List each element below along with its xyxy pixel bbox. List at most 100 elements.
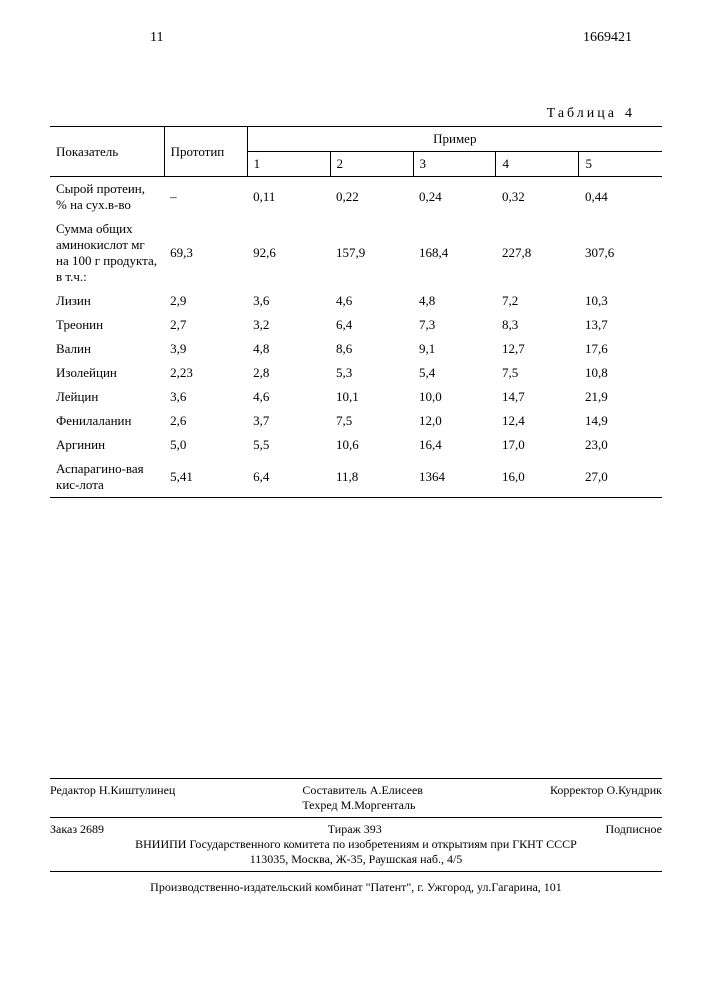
page: 11 1669421 Таблица4 Показатель Прототип …: [0, 0, 707, 1000]
table-row: Лейцин3,64,610,110,014,721,9: [50, 385, 662, 409]
table-body: Сырой протеин, % на сух.в-во–0,110,220,2…: [50, 177, 662, 498]
col-ex-4: 4: [496, 152, 579, 177]
row-val: 4,8: [247, 337, 330, 361]
data-table: Показатель Прототип Пример 1 2 3 4 5 Сыр…: [50, 126, 662, 498]
row-val: 4,6: [247, 385, 330, 409]
row-val: 0,22: [330, 177, 413, 218]
row-val: 307,6: [579, 217, 662, 289]
row-val: 6,4: [247, 457, 330, 498]
table-row: Фенилаланин2,63,77,512,012,414,9: [50, 409, 662, 433]
row-label: Треонин: [50, 313, 164, 337]
row-val: 0,24: [413, 177, 496, 218]
row-val: 14,7: [496, 385, 579, 409]
row-val: 2,8: [247, 361, 330, 385]
row-val: 16,4: [413, 433, 496, 457]
row-val: 23,0: [579, 433, 662, 457]
page-left: 11: [150, 30, 163, 46]
credits-block-2: Заказ 2689 Тираж 393 Подписное ВНИИПИ Го…: [50, 818, 662, 872]
techred: Техред М.Моргенталь: [302, 798, 415, 812]
row-val: 9,1: [413, 337, 496, 361]
row-val: 10,6: [330, 433, 413, 457]
compiler: Составитель А.Елисеев: [302, 783, 423, 797]
row-val: 3,2: [247, 313, 330, 337]
org2: 113035, Москва, Ж-35, Раушская наб., 4/5: [50, 852, 662, 867]
table-row: Аргинин5,05,510,616,417,023,0: [50, 433, 662, 457]
col-example: Пример: [247, 127, 662, 152]
row-proto: 2,23: [164, 361, 247, 385]
row-label: Изолейцин: [50, 361, 164, 385]
row-val: 7,5: [330, 409, 413, 433]
row-proto: 69,3: [164, 217, 247, 289]
order: Заказ 2689: [50, 822, 104, 837]
row-val: 4,8: [413, 289, 496, 313]
row-val: 3,6: [247, 289, 330, 313]
row-val: 5,3: [330, 361, 413, 385]
row-val: 16,0: [496, 457, 579, 498]
row-val: 12,7: [496, 337, 579, 361]
spacer: [50, 498, 662, 758]
row-val: 7,5: [496, 361, 579, 385]
row-val: 7,2: [496, 289, 579, 313]
row-proto: 2,9: [164, 289, 247, 313]
row-val: 14,9: [579, 409, 662, 433]
col-ex-5: 5: [579, 152, 662, 177]
row-val: 17,6: [579, 337, 662, 361]
row-val: 12,4: [496, 409, 579, 433]
row-val: 13,7: [579, 313, 662, 337]
row-label: Валин: [50, 337, 164, 361]
table-row: Валин3,94,88,69,112,717,6: [50, 337, 662, 361]
page-right: 1669421: [583, 30, 632, 46]
table-row: Аспарагино-вая кис-лота5,416,411,8136416…: [50, 457, 662, 498]
table-caption-label: Таблица: [547, 106, 617, 121]
row-val: 8,6: [330, 337, 413, 361]
row-val: 5,4: [413, 361, 496, 385]
row-val: 10,0: [413, 385, 496, 409]
table-caption: Таблица4: [50, 106, 662, 122]
row-val: 21,9: [579, 385, 662, 409]
editor: Редактор Н.Киштулинец: [50, 783, 175, 813]
row-val: 10,3: [579, 289, 662, 313]
row-val: 0,44: [579, 177, 662, 218]
row-label: Аспарагино-вая кис-лота: [50, 457, 164, 498]
row-val: 11,8: [330, 457, 413, 498]
row-label: Фенилаланин: [50, 409, 164, 433]
row-val: 17,0: [496, 433, 579, 457]
corrector: Корректор О.Кундрик: [550, 783, 662, 813]
col-ex-1: 1: [247, 152, 330, 177]
org1: ВНИИПИ Государственного комитета по изоб…: [50, 837, 662, 852]
table-row: Сумма общих аминокислот мг на 100 г прод…: [50, 217, 662, 289]
row-label: Сырой протеин, % на сух.в-во: [50, 177, 164, 218]
row-val: 157,9: [330, 217, 413, 289]
table-row: Треонин2,73,26,47,38,313,7: [50, 313, 662, 337]
row-val: 5,5: [247, 433, 330, 457]
prod-line: Производственно-издательский комбинат "П…: [50, 880, 662, 895]
row-proto: 3,9: [164, 337, 247, 361]
col-ex-2: 2: [330, 152, 413, 177]
row-val: 8,3: [496, 313, 579, 337]
row-val: 27,0: [579, 457, 662, 498]
row-label: Лизин: [50, 289, 164, 313]
table-row: Изолейцин2,232,85,35,47,510,8: [50, 361, 662, 385]
row-val: 227,8: [496, 217, 579, 289]
row-val: 6,4: [330, 313, 413, 337]
row-val: 10,8: [579, 361, 662, 385]
col-indicator: Показатель: [50, 127, 164, 177]
row-label: Аргинин: [50, 433, 164, 457]
row-proto: –: [164, 177, 247, 218]
row-proto: 3,6: [164, 385, 247, 409]
row-proto: 2,6: [164, 409, 247, 433]
row-val: 12,0: [413, 409, 496, 433]
col-proto: Прототип: [164, 127, 247, 177]
row-label: Лейцин: [50, 385, 164, 409]
row-proto: 2,7: [164, 313, 247, 337]
row-val: 0,11: [247, 177, 330, 218]
table-row: Лизин2,93,64,64,87,210,3: [50, 289, 662, 313]
row-proto: 5,41: [164, 457, 247, 498]
row-proto: 5,0: [164, 433, 247, 457]
row-val: 7,3: [413, 313, 496, 337]
tirazh: Тираж 393: [328, 822, 382, 837]
row-val: 3,7: [247, 409, 330, 433]
credits-block-1: Редактор Н.Киштулинец Составитель А.Елис…: [50, 778, 662, 818]
row-val: 10,1: [330, 385, 413, 409]
row-val: 92,6: [247, 217, 330, 289]
